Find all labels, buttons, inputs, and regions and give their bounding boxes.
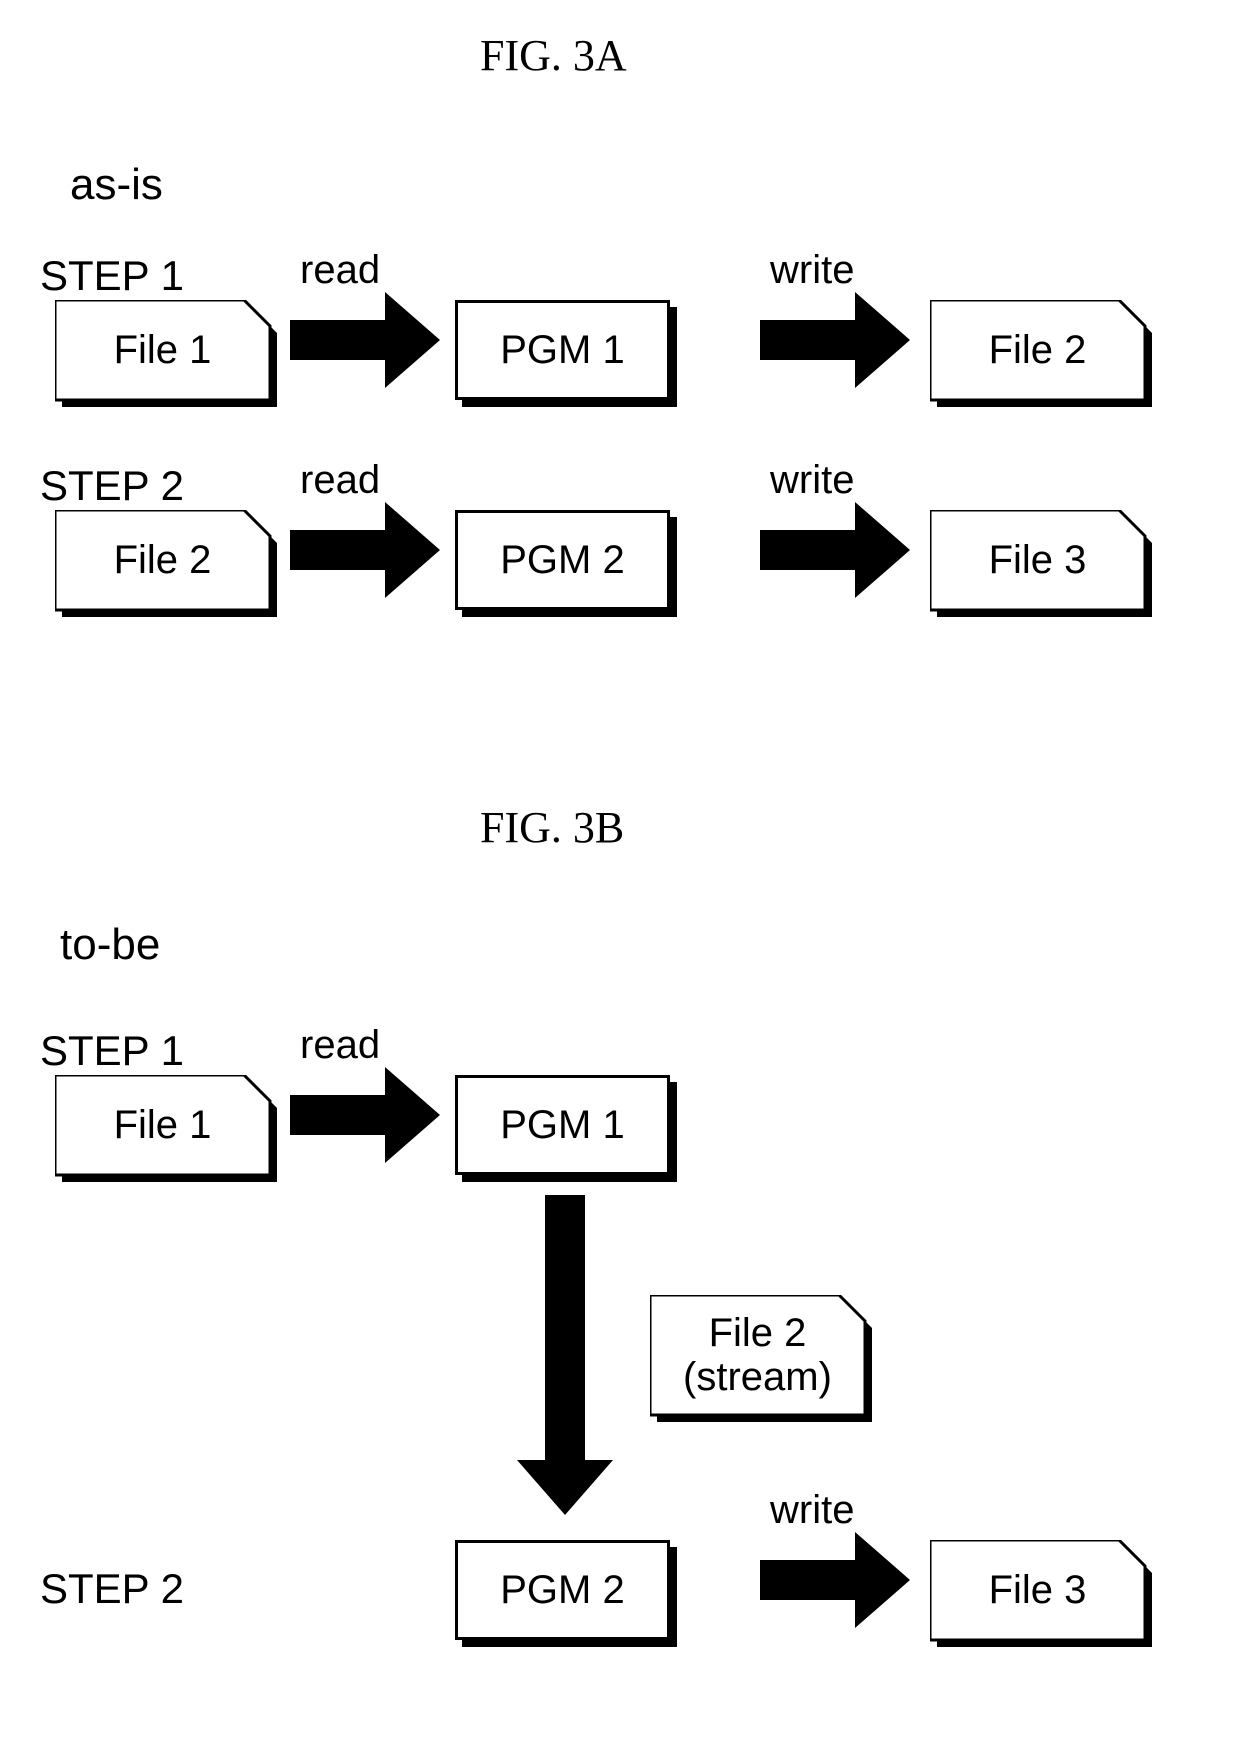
node-a-file1: File 1 <box>55 300 277 407</box>
arrow-a-e2: write <box>760 292 910 388</box>
arrow-a-e3: read <box>290 502 440 598</box>
node-a-file3: File 3 <box>930 510 1152 617</box>
node-label: File 2 <box>989 328 1087 372</box>
node-label: File 1 <box>114 1103 212 1147</box>
node-b-pgm1: PGM 1 <box>455 1075 677 1182</box>
node-label: File 3 <box>989 538 1087 582</box>
arrow-b-e2v <box>517 1195 613 1515</box>
edge-label: write <box>770 248 854 293</box>
node-b-file2stream: File 2(stream) <box>650 1295 872 1422</box>
arrow-a-e4: write <box>760 502 910 598</box>
step-label-a-1: STEP 1 <box>40 252 184 300</box>
node-label: PGM 2 <box>500 1568 624 1612</box>
node-label: File 3 <box>989 1568 1087 1612</box>
section-label-to-be: to-be <box>60 920 160 970</box>
node-label-sub: (stream) <box>683 1355 832 1399</box>
node-label: File 2 <box>114 538 212 582</box>
node-label: PGM 2 <box>500 538 624 582</box>
arrow-a-e1: read <box>290 292 440 388</box>
node-label: PGM 1 <box>500 1103 624 1147</box>
figure-title-b: FIG. 3B <box>480 802 624 853</box>
node-a-file2a: File 2 <box>930 300 1152 407</box>
node-b-file3: File 3 <box>930 1540 1152 1647</box>
node-a-pgm2: PGM 2 <box>455 510 677 617</box>
node-label: File 2 <box>709 1311 807 1355</box>
section-label-as-is: as-is <box>70 160 163 210</box>
step-label-b-1: STEP 1 <box>40 1027 184 1075</box>
arrow-b-e3: write <box>760 1532 910 1628</box>
edge-label: write <box>770 458 854 503</box>
edge-label: read <box>300 1023 380 1068</box>
figure-title-a: FIG. 3A <box>480 30 627 81</box>
edge-label: write <box>770 1488 854 1533</box>
node-a-pgm1: PGM 1 <box>455 300 677 407</box>
node-a-file2b: File 2 <box>55 510 277 617</box>
step-label-b-2: STEP 2 <box>40 1565 184 1613</box>
step-label-a-2: STEP 2 <box>40 462 184 510</box>
node-label: PGM 1 <box>500 328 624 372</box>
node-label: File 1 <box>114 328 212 372</box>
edge-label: read <box>300 458 380 503</box>
arrow-b-e1: read <box>290 1067 440 1163</box>
node-b-pgm2: PGM 2 <box>455 1540 677 1647</box>
node-b-file1: File 1 <box>55 1075 277 1182</box>
edge-label: read <box>300 248 380 293</box>
